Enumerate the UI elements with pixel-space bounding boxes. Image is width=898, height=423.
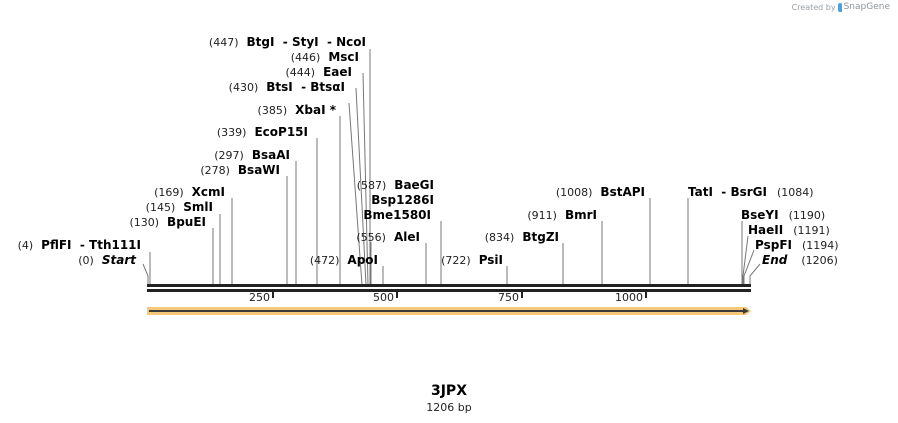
tick-label-500: 500 [373, 291, 394, 304]
site-end[interactable]: End (1206) [762, 253, 838, 267]
site-haeii[interactable]: HaeII (1191) [748, 223, 830, 237]
backbone-bottom-strand [147, 289, 751, 292]
snapgene-credit: Created by SnapGene [792, 2, 890, 12]
sequence-length: 1206 bp [426, 401, 472, 414]
site-btgzi[interactable]: (834) BtgZI [485, 230, 559, 244]
site-alei[interactable]: (556) AleI [356, 230, 420, 244]
site-start[interactable]: (0) Start [78, 253, 137, 267]
site-btgi-styi-ncoi[interactable]: (447) BtgI - StyI - NcoI [209, 35, 366, 49]
site-bseyi[interactable]: BseYI (1190) [741, 208, 825, 222]
line-eaei [355, 87, 367, 286]
feature-arrow[interactable] [147, 307, 751, 315]
site-apoi[interactable]: (472) ApoI [310, 253, 378, 267]
site-pspfi[interactable]: PspFI (1194) [755, 238, 839, 252]
site-lines [142, 49, 761, 286]
tick-label-250: 250 [249, 291, 270, 304]
site-bpuei[interactable]: (130) BpuEI [129, 215, 206, 229]
site-bsawi[interactable]: (278) BsaWI [200, 163, 280, 177]
line-end [749, 263, 761, 285]
site-psii[interactable]: (722) PsiI [441, 253, 503, 267]
feature-arrow-line [149, 310, 743, 312]
credit-prefix: Created by [791, 2, 836, 12]
site-bsaai[interactable]: (297) BsaAI [214, 148, 290, 162]
line-msci [362, 72, 369, 286]
tick-label-1000: 1000 [615, 291, 643, 304]
line-start [142, 263, 149, 285]
site-xbai[interactable]: (385) XbaI * [258, 103, 337, 117]
arrow-head-icon [743, 308, 749, 314]
line-pspfi [743, 249, 755, 285]
line-btsi [348, 102, 363, 286]
site-tati-bsrgi[interactable]: TatI - BsrGI (1084) [688, 185, 814, 199]
site-labels: (447) BtgI - StyI - NcoI (446) MscI (444) E… [18, 35, 839, 267]
site-bsp1286i[interactable]: Bsp1286I [371, 193, 434, 207]
tick-label-750: 750 [498, 291, 519, 304]
site-bmri[interactable]: (911) BmrI [527, 208, 597, 222]
tick-750 [521, 292, 523, 298]
tick-1000 [645, 292, 647, 298]
tick-500 [396, 292, 398, 298]
ruler: 250 500 750 1000 [249, 291, 647, 304]
snapgene-logo-icon [837, 2, 842, 12]
sequence-name: 3JPX [430, 383, 467, 399]
site-xcmi[interactable]: (169) XcmI [154, 185, 225, 199]
tick-250 [272, 292, 274, 298]
site-msci[interactable]: (446) MscI [291, 50, 359, 64]
backbone-top-strand [147, 284, 751, 287]
site-bstapi[interactable]: (1008) BstAPI [556, 185, 645, 199]
line-haeii [742, 235, 749, 285]
site-smli[interactable]: (145) SmlI [146, 200, 213, 214]
site-bme1580i[interactable]: Bme1580I [363, 208, 431, 222]
credit-brand: SnapGene [843, 2, 890, 12]
site-eaei[interactable]: (444) EaeI [286, 65, 353, 79]
site-baegi[interactable]: (587) BaeGI [357, 178, 434, 192]
site-ecop15i[interactable]: (339) EcoP15I [217, 125, 308, 139]
site-pflfi-tth111i[interactable]: (4) PflFI - Tth111I [18, 238, 141, 252]
site-btsi-btsai[interactable]: (430) BtsI - BtsαI [229, 80, 345, 94]
